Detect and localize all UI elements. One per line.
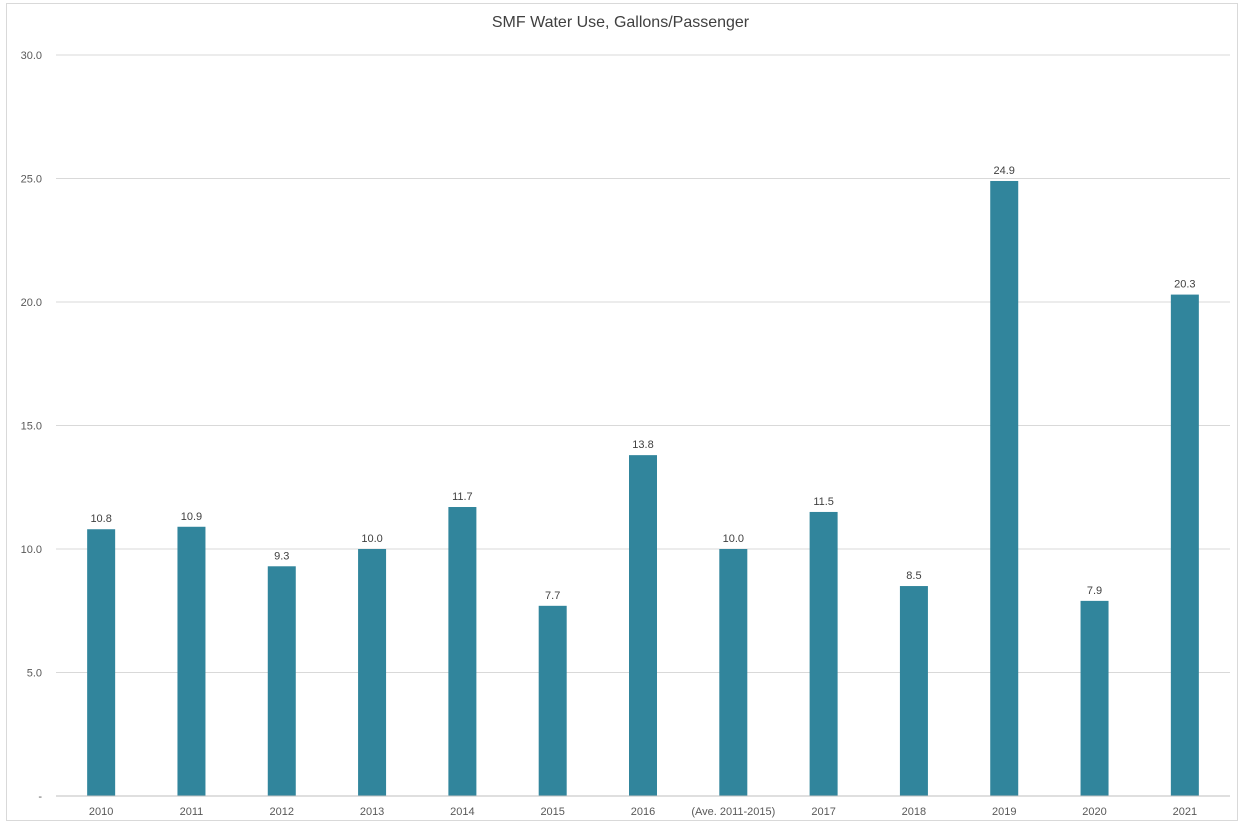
data-label: 10.0: [723, 533, 744, 545]
bar: [177, 526, 206, 796]
data-label: 11.7: [452, 491, 473, 503]
y-axis-tick-labels: - 5.0 10.0 15.0 20.0 25.0 30.0: [21, 50, 43, 803]
y-tick-label: -: [38, 791, 42, 803]
y-tick-label: 20.0: [21, 297, 42, 309]
bar: [267, 566, 296, 796]
chart-title: SMF Water Use, Gallons/Passenger: [491, 14, 750, 31]
x-axis-tick-labels: 2010 2011 2012 2013 2014 2015 2016 (Ave. 2011-2…: [89, 806, 1197, 818]
x-tick-label: 2018: [902, 806, 926, 818]
x-tick-label: (Ave. 2011-2015): [691, 806, 775, 818]
bar: [719, 549, 748, 796]
data-label: 10.9: [181, 511, 202, 523]
bar: [899, 586, 928, 796]
bar: [538, 605, 567, 796]
bar: [358, 549, 387, 796]
y-tick-label: 30.0: [21, 50, 42, 62]
chart-frame: [6, 3, 1238, 821]
x-tick-label: 2012: [270, 806, 294, 818]
data-label: 20.3: [1174, 279, 1195, 291]
y-tick-label: 10.0: [21, 544, 42, 556]
y-tick-label: 25.0: [21, 174, 42, 186]
data-label: 8.5: [906, 570, 921, 582]
x-tick-label: 2014: [450, 806, 474, 818]
data-label: 10.0: [361, 533, 382, 545]
y-tick-label: 15.0: [21, 421, 42, 433]
x-tick-label: 2021: [1173, 806, 1197, 818]
x-tick-label: 2017: [811, 806, 835, 818]
x-tick-label: 2013: [360, 806, 384, 818]
bar: [809, 511, 838, 796]
bar: [629, 455, 657, 796]
x-tick-label: 2015: [540, 806, 564, 818]
x-tick-label: 2019: [992, 806, 1016, 818]
x-tick-label: 2020: [1082, 806, 1106, 818]
x-tick-label: 2011: [180, 806, 204, 818]
x-tick-label: 2010: [89, 806, 113, 818]
data-label: 13.8: [632, 439, 653, 451]
y-tick-label: 5.0: [27, 668, 42, 680]
bar: [1170, 294, 1199, 796]
bar: [448, 507, 477, 796]
bar: [1080, 600, 1109, 796]
bar: [990, 180, 1019, 797]
data-label: 7.7: [545, 590, 560, 602]
data-label: 7.9: [1087, 585, 1102, 597]
data-label: 24.9: [994, 165, 1015, 177]
data-label: 11.5: [813, 496, 834, 508]
bars: [87, 180, 1199, 797]
data-labels: 10.8 10.9 9.3 10.0 11.7 7.7 13.8 10.0 11.5 8.5 24.…: [90, 165, 1195, 602]
bar: [87, 529, 116, 796]
data-label: 10.8: [90, 513, 111, 525]
data-label: 9.3: [274, 550, 289, 562]
x-tick-label: 2016: [631, 806, 655, 818]
